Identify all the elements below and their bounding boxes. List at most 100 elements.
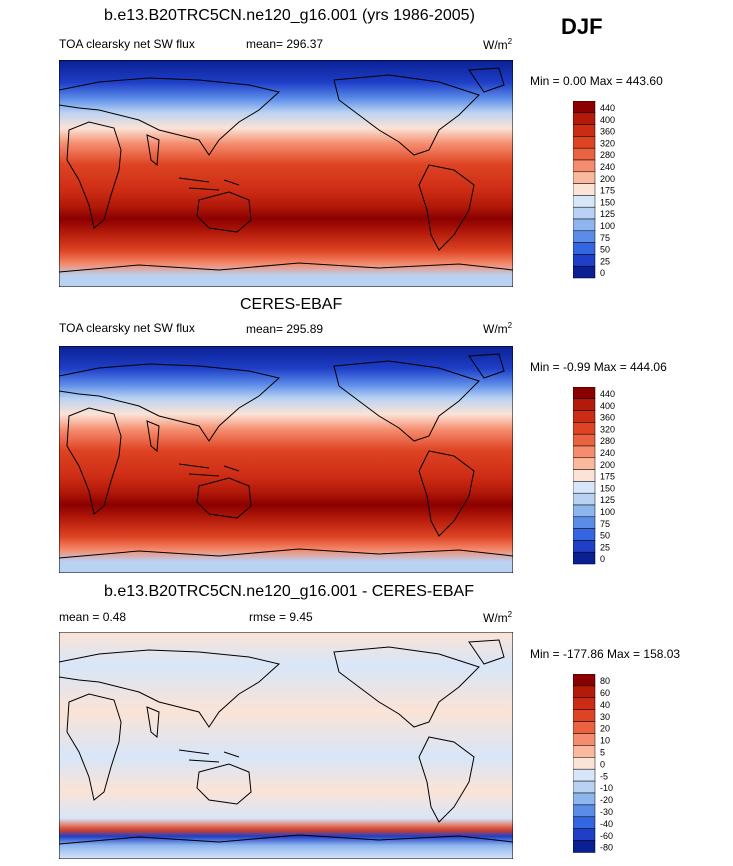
colorbar-swatch bbox=[573, 745, 596, 758]
colorbar-label: 440 bbox=[600, 103, 615, 113]
colorbar-swatch bbox=[573, 112, 596, 125]
colorbar-label: 125 bbox=[600, 495, 615, 505]
panel1-variable-label: TOA clearsky net SW flux bbox=[59, 37, 195, 51]
colorbar-label: 80 bbox=[600, 676, 610, 686]
panel3-map bbox=[59, 632, 513, 859]
colorbar-swatch bbox=[573, 171, 596, 184]
colorbar-label: 240 bbox=[600, 162, 615, 172]
colorbar-swatch bbox=[573, 481, 596, 494]
panel3-minmax: Min = -177.86 Max = 158.03 bbox=[530, 647, 681, 661]
colorbar-swatch bbox=[573, 387, 596, 400]
panel2-units: W/m2 bbox=[483, 321, 513, 336]
colorbar-swatch bbox=[573, 457, 596, 470]
colorbar-swatch bbox=[573, 101, 596, 114]
colorbar-label: -40 bbox=[600, 819, 613, 829]
colorbar-swatch bbox=[573, 685, 596, 699]
colorbar-swatch bbox=[573, 757, 596, 770]
colorbar-label: 280 bbox=[600, 436, 615, 446]
colorbar-label: 240 bbox=[600, 448, 615, 458]
colorbar-swatch bbox=[573, 733, 596, 746]
colorbar-swatch bbox=[573, 136, 596, 149]
panel3-mean: mean = 0.48 bbox=[59, 610, 127, 624]
panel2-mean: mean= 295.89 bbox=[246, 322, 324, 336]
colorbar-swatch bbox=[573, 147, 596, 161]
colorbar-label: 150 bbox=[600, 483, 615, 493]
panel1-units: W/m2 bbox=[483, 37, 513, 52]
colorbar-label: 0 bbox=[600, 554, 605, 564]
panel2-title: CERES-EBAF bbox=[240, 296, 343, 313]
panel1-mean: mean= 296.37 bbox=[246, 37, 324, 51]
colorbar-label: -80 bbox=[600, 843, 613, 853]
colorbar-label: 40 bbox=[600, 700, 610, 710]
colorbar-label: 360 bbox=[600, 127, 615, 137]
colorbar-label: 100 bbox=[600, 221, 615, 231]
colorbar-label: 175 bbox=[600, 186, 615, 196]
colorbar-label: 440 bbox=[600, 389, 615, 399]
colorbar-swatch bbox=[573, 195, 596, 208]
colorbar-label: -10 bbox=[600, 783, 613, 793]
panel2-minmax: Min = -0.99 Max = 444.06 bbox=[530, 360, 667, 374]
colorbar-swatch bbox=[573, 840, 596, 853]
colorbar-swatch bbox=[573, 780, 596, 794]
colorbar-swatch bbox=[573, 433, 596, 447]
colorbar-swatch bbox=[573, 828, 596, 841]
colorbar-swatch bbox=[573, 410, 596, 423]
colorbar-label: 360 bbox=[600, 413, 615, 423]
colorbar-label: 75 bbox=[600, 233, 610, 243]
panel2-variable-label: TOA clearsky net SW flux bbox=[59, 321, 195, 335]
colorbar-swatch bbox=[573, 792, 596, 806]
colorbar-swatch bbox=[573, 768, 596, 782]
colorbar-swatch bbox=[573, 674, 596, 687]
colorbar-swatch bbox=[573, 159, 596, 173]
colorbar-label: 50 bbox=[600, 245, 610, 255]
colorbar-swatch bbox=[573, 709, 596, 722]
colorbar-swatch bbox=[573, 540, 596, 553]
colorbar-swatch bbox=[573, 528, 596, 541]
colorbar-label: 400 bbox=[600, 401, 615, 411]
colorbar-label: 50 bbox=[600, 531, 610, 541]
colorbar-label: 30 bbox=[600, 712, 610, 722]
colorbar-label: 25 bbox=[600, 256, 610, 266]
colorbar-label: -20 bbox=[600, 795, 613, 805]
colorbar-label: 60 bbox=[600, 688, 610, 698]
colorbar-swatch bbox=[573, 697, 596, 710]
colorbar-swatch bbox=[573, 398, 596, 411]
colorbar-swatch bbox=[573, 516, 596, 529]
colorbar-swatch bbox=[573, 445, 596, 459]
colorbar-swatch bbox=[573, 183, 596, 196]
colorbar-label: 25 bbox=[600, 542, 610, 552]
colorbar-label: 400 bbox=[600, 115, 615, 125]
colorbar-swatch bbox=[573, 230, 596, 243]
colorbar-label: 320 bbox=[600, 138, 615, 148]
colorbar-label: 280 bbox=[600, 150, 615, 160]
colorbar-swatch bbox=[573, 816, 596, 829]
panel1-title: b.e13.B20TRC5CN.ne120_g16.001 (yrs 1986-… bbox=[104, 7, 475, 24]
colorbar-label: 10 bbox=[600, 736, 610, 746]
colorbar-label: -5 bbox=[600, 771, 608, 781]
colorbar-swatch bbox=[573, 218, 596, 232]
colorbar-label: 200 bbox=[600, 460, 615, 470]
season-label: DJF bbox=[561, 14, 603, 39]
colorbar-label: 125 bbox=[600, 209, 615, 219]
panel3-colorbar: 80 60 40 30 20 10 50 -5 -10 -20 -30 -40 -60 -80 bbox=[573, 674, 613, 853]
colorbar-swatch bbox=[573, 124, 596, 137]
colorbar-label: 0 bbox=[600, 268, 605, 278]
colorbar-swatch bbox=[573, 242, 596, 255]
panel1-map bbox=[59, 60, 513, 287]
colorbar-swatch bbox=[573, 469, 596, 482]
colorbar-swatch bbox=[573, 265, 596, 279]
colorbar-swatch bbox=[573, 804, 596, 818]
colorbar-label: 150 bbox=[600, 197, 615, 207]
colorbar-label: 20 bbox=[600, 724, 610, 734]
colorbar-label: 320 bbox=[600, 424, 615, 434]
panel3-title: b.e13.B20TRC5CN.ne120_g16.001 - CERES-EB… bbox=[104, 583, 474, 600]
colorbar-swatch bbox=[573, 551, 596, 565]
colorbar-swatch bbox=[573, 721, 596, 734]
colorbar-swatch bbox=[573, 492, 596, 506]
colorbar-label: 0 bbox=[600, 759, 605, 769]
colorbar-swatch bbox=[573, 254, 596, 267]
colorbar-swatch bbox=[573, 206, 596, 220]
panel2-map bbox=[59, 346, 513, 573]
colorbar-label: 200 bbox=[600, 174, 615, 184]
